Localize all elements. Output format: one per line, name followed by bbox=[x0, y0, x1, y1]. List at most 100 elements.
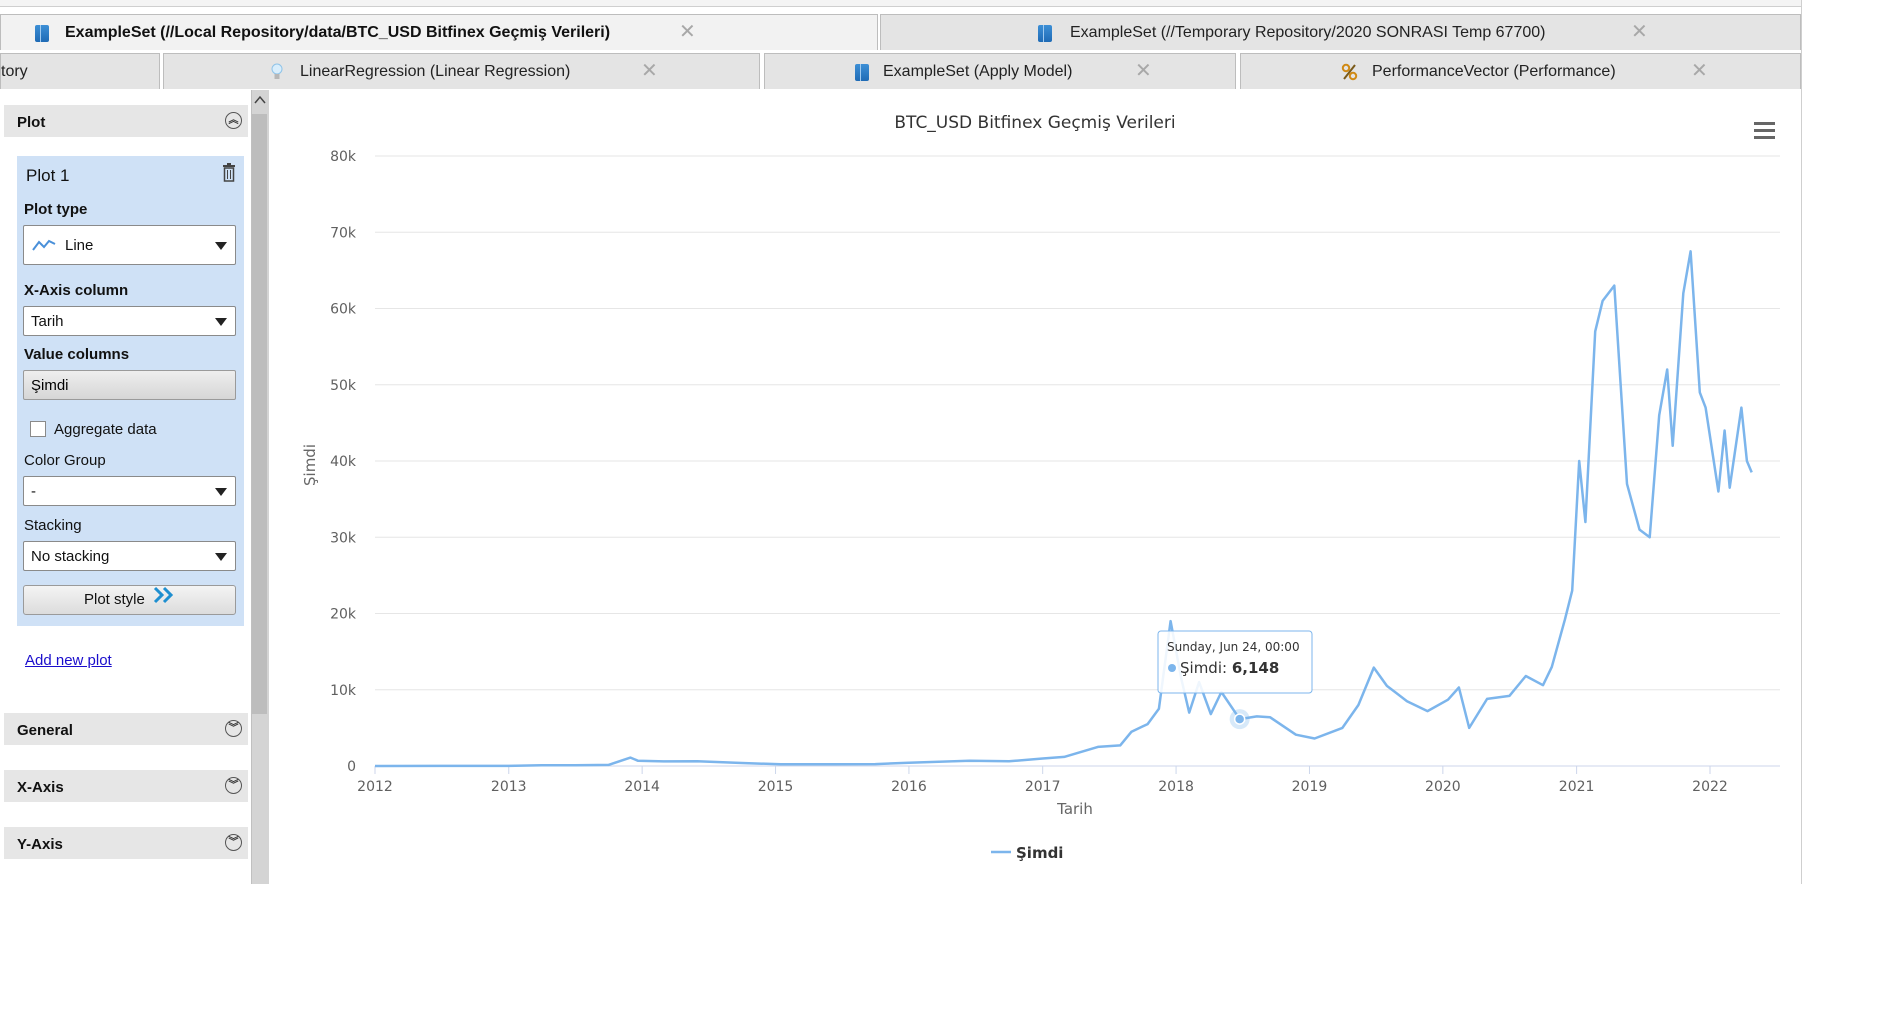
collapse-up-icon[interactable]: ︽ bbox=[225, 112, 242, 129]
tooltip-date: Sunday, Jun 24, 00:00 bbox=[1167, 640, 1300, 654]
tab-exampleset-apply-model[interactable]: ExampleSet (Apply Model) ✕ bbox=[764, 53, 1236, 89]
value-columns-value: Şimdi bbox=[31, 377, 69, 394]
legend-item: Şimdi bbox=[1016, 844, 1063, 862]
color-group-label: Color Group bbox=[24, 452, 106, 469]
aggregate-data-label: Aggregate data bbox=[54, 421, 157, 438]
tab-exampleset-temporary[interactable]: ExampleSet (//Temporary Repository/2020 … bbox=[880, 14, 1801, 50]
expand-down-icon[interactable]: ︾ bbox=[225, 720, 242, 737]
line-chart-icon bbox=[32, 238, 56, 256]
x-tick-label: 2017 bbox=[1025, 779, 1061, 795]
double-chevron-right-icon bbox=[153, 586, 175, 614]
y-tick-label: 30k bbox=[330, 530, 357, 546]
x-tick-label: 2018 bbox=[1158, 779, 1194, 795]
plot-type-value: Line bbox=[65, 237, 94, 254]
table-icon bbox=[1038, 25, 1052, 42]
x-axis-title: Tarih bbox=[1056, 800, 1093, 818]
tab-label: PerformanceVector (Performance) bbox=[1372, 63, 1616, 80]
add-new-plot-link[interactable]: Add new plot bbox=[25, 652, 112, 669]
section-title: General bbox=[17, 722, 73, 739]
x-tick-label: 2022 bbox=[1692, 779, 1728, 795]
dropdown-arrow-icon bbox=[215, 242, 227, 250]
expand-down-icon[interactable]: ︾ bbox=[225, 777, 242, 794]
stacking-value: No stacking bbox=[31, 548, 110, 565]
table-icon bbox=[35, 25, 49, 42]
section-title: Plot bbox=[17, 114, 46, 131]
hover-point[interactable] bbox=[1233, 713, 1246, 725]
x-axis-section-header[interactable]: X-Axis ︾ bbox=[4, 770, 248, 802]
x-tick-labels: 2012 2013 2014 2015 2016 2017 2018 2019 2020 2021… bbox=[357, 766, 1728, 795]
x-axis-column-label: X-Axis column bbox=[24, 282, 129, 299]
x-tick-label: 2012 bbox=[357, 779, 393, 795]
tab-linear-regression[interactable]: LinearRegression (Linear Regression) ✕ bbox=[163, 53, 760, 89]
close-icon[interactable]: ✕ bbox=[641, 60, 658, 82]
x-axis-column-value: Tarih bbox=[31, 313, 64, 330]
panel-right-border bbox=[1801, 0, 1802, 884]
tab-performance-vector[interactable]: PerformanceVector (Performance) ✕ bbox=[1240, 53, 1801, 89]
chart-title: BTC_USD Bitfinex Geçmiş Verileri bbox=[894, 113, 1175, 133]
y-tick-label: 60k bbox=[330, 302, 357, 318]
grid-lines bbox=[375, 155, 1780, 691]
plot-style-button[interactable]: Plot style bbox=[23, 585, 236, 615]
table-icon bbox=[855, 64, 869, 81]
line-chart: 0 10k 20k 30k 40k 50k 60k 70k 80k 2012 2013 2014 20… bbox=[301, 113, 1780, 862]
tab-label: ExampleSet (//Temporary Repository/2020 … bbox=[1070, 24, 1546, 41]
close-icon[interactable]: ✕ bbox=[1631, 21, 1648, 43]
y-tick-label: 80k bbox=[330, 149, 357, 165]
tab-label: LinearRegression (Linear Regression) bbox=[300, 63, 571, 80]
tab-repository-truncated[interactable]: tory bbox=[0, 53, 160, 89]
color-group-select[interactable]: - bbox=[23, 476, 236, 506]
y-tick-label: 40k bbox=[330, 454, 357, 470]
tab-exampleset-local[interactable]: ExampleSet (//Local Repository/data/BTC_… bbox=[0, 14, 878, 50]
y-tick-label: 0 bbox=[347, 759, 356, 775]
value-columns-field[interactable]: Şimdi bbox=[23, 370, 236, 400]
plot-type-select[interactable]: Line bbox=[23, 225, 236, 265]
y-tick-label: 20k bbox=[330, 607, 357, 623]
close-icon[interactable]: ✕ bbox=[679, 21, 696, 43]
stacking-select[interactable]: No stacking bbox=[23, 541, 236, 571]
series-layer bbox=[374, 250, 1753, 768]
scrollbar-thumb[interactable] bbox=[252, 114, 267, 714]
trash-icon[interactable] bbox=[222, 163, 236, 182]
series-line[interactable] bbox=[374, 250, 1753, 768]
tooltip-series: Şimdi: 6,148 bbox=[1180, 659, 1279, 677]
plot-name: Plot 1 bbox=[26, 166, 70, 185]
tab-label: tory bbox=[1, 63, 28, 80]
x-tick-label: 2020 bbox=[1425, 779, 1461, 795]
plot-style-label: Plot style bbox=[83, 591, 145, 608]
scroll-up-arrow-icon[interactable] bbox=[253, 94, 266, 108]
x-tick-label: 2013 bbox=[491, 779, 527, 795]
expand-down-icon[interactable]: ︾ bbox=[225, 834, 242, 851]
close-icon[interactable]: ✕ bbox=[1135, 60, 1152, 82]
tooltip-value: 6,148 bbox=[1232, 659, 1279, 677]
tooltip-bullet-icon bbox=[1168, 664, 1176, 672]
data-tooltip: Sunday, Jun 24, 00:00 Şimdi: 6,148 bbox=[1157, 630, 1313, 694]
x-tick-label: 2014 bbox=[624, 779, 660, 795]
tab-label: ExampleSet (//Local Repository/data/BTC_… bbox=[65, 24, 611, 41]
value-columns-label: Value columns bbox=[24, 346, 130, 363]
plot-section-header[interactable]: Plot ︽ bbox=[4, 105, 248, 137]
percent-icon bbox=[1341, 63, 1358, 81]
x-tick-label: 2016 bbox=[891, 779, 927, 795]
x-tick-label: 2019 bbox=[1292, 779, 1328, 795]
y-axis-section-header[interactable]: Y-Axis ︾ bbox=[4, 827, 248, 859]
tooltip-series-name: Şimdi bbox=[1180, 659, 1222, 677]
color-group-value: - bbox=[31, 483, 36, 500]
dropdown-arrow-icon bbox=[215, 318, 227, 326]
y-axis-title: Şimdi bbox=[301, 444, 319, 486]
dropdown-arrow-icon bbox=[215, 553, 227, 561]
general-section-header[interactable]: General ︾ bbox=[4, 713, 248, 745]
dropdown-arrow-icon bbox=[215, 488, 227, 496]
chart-menu-icon[interactable] bbox=[1754, 122, 1775, 139]
close-icon[interactable]: ✕ bbox=[1691, 60, 1708, 82]
y-tick-labels: 0 10k 20k 30k 40k 50k 60k 70k 80k bbox=[330, 149, 357, 775]
y-tick-label: 10k bbox=[330, 683, 357, 699]
x-axis-column-select[interactable]: Tarih bbox=[23, 306, 236, 336]
legend[interactable]: Şimdi bbox=[991, 844, 1063, 862]
section-title: Y-Axis bbox=[17, 836, 63, 853]
y-tick-label: 70k bbox=[330, 225, 357, 241]
chart-panel: 0 10k 20k 30k 40k 50k 60k 70k 80k 2012 2013 2014 20… bbox=[270, 90, 1801, 884]
y-tick-label: 50k bbox=[330, 378, 357, 394]
aggregate-data-checkbox[interactable] bbox=[30, 421, 46, 437]
x-tick-label: 2021 bbox=[1559, 779, 1595, 795]
plot-type-label: Plot type bbox=[24, 201, 88, 218]
